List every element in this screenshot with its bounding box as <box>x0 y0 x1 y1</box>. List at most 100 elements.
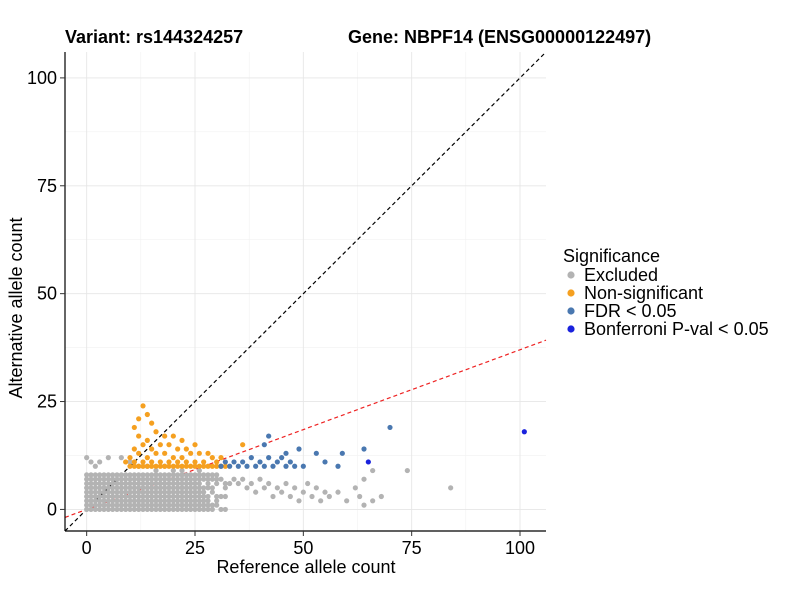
point-excluded <box>114 493 120 500</box>
point-non-significant <box>214 463 220 469</box>
point-excluded <box>149 506 155 513</box>
point-excluded <box>170 502 176 508</box>
point-excluded <box>105 472 111 478</box>
point-fdr-0-05 <box>244 463 250 469</box>
point-excluded <box>192 476 198 482</box>
point-excluded <box>118 480 124 487</box>
point-excluded <box>123 506 129 513</box>
point-excluded <box>131 502 137 508</box>
point-non-significant <box>144 411 150 418</box>
point-excluded <box>205 485 211 491</box>
point-excluded <box>179 485 185 491</box>
point-excluded <box>188 485 194 491</box>
point-excluded <box>170 506 176 513</box>
point-excluded <box>170 467 176 474</box>
point-non-significant <box>205 463 211 469</box>
point-excluded <box>131 489 137 495</box>
point-excluded <box>296 498 302 504</box>
point-non-significant <box>131 446 137 452</box>
point-excluded <box>118 506 124 513</box>
point-excluded <box>97 485 103 491</box>
point-non-significant <box>149 446 155 452</box>
point-non-significant <box>209 455 215 461</box>
y-tick-label: 25 <box>37 392 57 412</box>
point-excluded <box>136 506 142 513</box>
point-excluded <box>192 480 198 487</box>
point-excluded <box>114 476 120 482</box>
point-excluded <box>153 506 159 513</box>
point-excluded <box>118 493 124 500</box>
legend-key <box>567 271 575 279</box>
point-excluded <box>305 480 311 487</box>
point-excluded <box>127 502 133 508</box>
point-excluded <box>361 476 367 482</box>
point-excluded <box>179 493 185 500</box>
point-excluded <box>88 459 94 465</box>
point-non-significant <box>144 463 150 469</box>
point-excluded <box>253 489 259 495</box>
point-excluded <box>131 506 137 513</box>
point-non-significant <box>136 416 142 422</box>
point-excluded <box>196 485 202 491</box>
point-excluded <box>149 489 155 495</box>
point-excluded <box>105 506 111 513</box>
point-fdr-0-05 <box>387 424 393 431</box>
point-excluded <box>257 476 263 482</box>
point-excluded <box>92 480 98 487</box>
point-fdr-0-05 <box>257 459 263 465</box>
point-fdr-0-05 <box>361 446 367 452</box>
point-excluded <box>188 476 194 482</box>
point-excluded <box>110 472 116 478</box>
point-non-significant <box>162 433 168 439</box>
point-excluded <box>118 502 124 508</box>
point-excluded <box>84 498 90 504</box>
point-non-significant <box>127 463 133 469</box>
point-excluded <box>153 480 159 487</box>
point-excluded <box>144 502 150 508</box>
point-excluded <box>322 489 328 495</box>
point-non-significant <box>166 463 172 469</box>
point-excluded <box>140 485 146 491</box>
point-non-significant <box>131 463 137 469</box>
point-excluded <box>140 506 146 513</box>
point-excluded <box>101 480 107 487</box>
point-excluded <box>84 476 90 482</box>
point-excluded <box>140 480 146 487</box>
point-excluded <box>205 506 211 513</box>
point-non-significant <box>201 463 207 469</box>
point-excluded <box>140 493 146 500</box>
point-excluded <box>157 472 163 478</box>
point-excluded <box>183 489 189 495</box>
point-fdr-0-05 <box>279 455 285 461</box>
point-excluded <box>196 489 202 495</box>
point-excluded <box>84 489 90 495</box>
point-excluded <box>183 472 189 478</box>
point-excluded <box>170 472 176 478</box>
axes: 0 25 50 75 100 0 25 50 75 100 <box>27 52 546 558</box>
point-excluded <box>118 485 124 491</box>
point-excluded <box>179 506 185 513</box>
point-excluded <box>209 506 215 513</box>
point-excluded <box>192 506 198 513</box>
point-excluded <box>192 489 198 495</box>
point-non-significant <box>144 437 150 443</box>
point-excluded <box>123 480 129 487</box>
point-excluded <box>127 459 133 465</box>
point-excluded <box>157 498 163 504</box>
point-excluded <box>201 476 207 482</box>
point-excluded <box>196 476 202 482</box>
point-excluded <box>170 493 176 500</box>
point-excluded <box>166 493 172 500</box>
point-excluded <box>105 489 111 495</box>
point-excluded <box>214 480 220 487</box>
point-fdr-0-05 <box>231 459 237 465</box>
point-excluded <box>88 476 94 482</box>
point-excluded <box>196 493 202 500</box>
point-non-significant <box>179 437 185 443</box>
point-excluded <box>179 476 185 482</box>
point-excluded <box>101 489 107 495</box>
identity-reference-line <box>64 51 547 532</box>
point-excluded <box>183 493 189 500</box>
point-excluded <box>166 502 172 508</box>
point-excluded <box>153 502 159 508</box>
